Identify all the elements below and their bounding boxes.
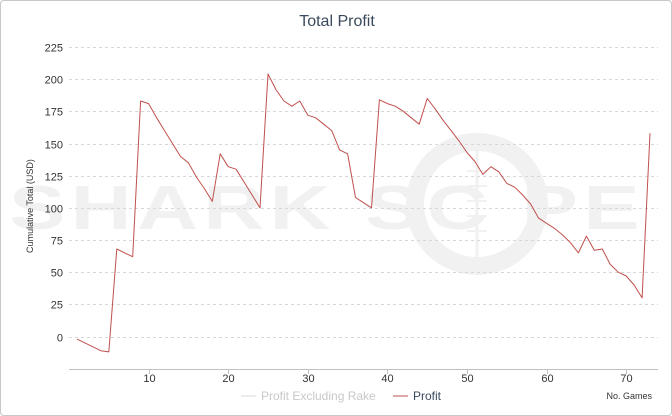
legend-label-profit-excluding-rake: Profit Excluding Rake — [261, 389, 376, 403]
y-axis-label: Cumulative Total (USD) — [25, 159, 35, 253]
legend-item-profit[interactable]: Profit — [393, 389, 442, 403]
series-line-profit — [76, 73, 651, 353]
y-tick-label: 25 — [51, 300, 63, 312]
grid — [69, 47, 658, 338]
x-tick-label: 10 — [143, 373, 155, 385]
y-tick-label: 50 — [51, 268, 63, 280]
y-axis-ticks: 0 25 50 75 100 125 150 175 200 225 — [45, 43, 63, 345]
chart-title: Total Profit — [299, 13, 375, 30]
legend-label-profit: Profit — [413, 389, 442, 403]
y-tick-label: 100 — [45, 204, 63, 216]
y-tick-label: 200 — [45, 75, 63, 87]
x-tick-label: 20 — [222, 373, 234, 385]
legend: Profit Excluding Rake Profit — [241, 389, 442, 403]
y-tick-label: 75 — [51, 236, 63, 248]
x-tick-label: 30 — [302, 373, 314, 385]
y-tick-label: 0 — [57, 333, 63, 345]
x-tick-label: 40 — [381, 373, 393, 385]
x-axis-ticks: 10 20 30 40 50 60 70 — [143, 369, 633, 385]
sharkscope-watermark: SHARK SC PE — [9, 133, 641, 275]
y-tick-label: 150 — [45, 140, 63, 152]
y-tick-label: 175 — [45, 107, 63, 119]
y-tick-label: 225 — [45, 43, 63, 55]
series-group — [76, 73, 651, 353]
legend-item-profit-excluding-rake[interactable]: Profit Excluding Rake — [241, 389, 376, 403]
x-tick-label: 70 — [620, 373, 632, 385]
y-tick-label: 125 — [45, 172, 63, 184]
x-axis-label: No. Games — [606, 391, 652, 401]
x-tick-label: 60 — [541, 373, 553, 385]
watermark-target-ring — [406, 133, 548, 275]
x-tick-label: 50 — [461, 373, 473, 385]
